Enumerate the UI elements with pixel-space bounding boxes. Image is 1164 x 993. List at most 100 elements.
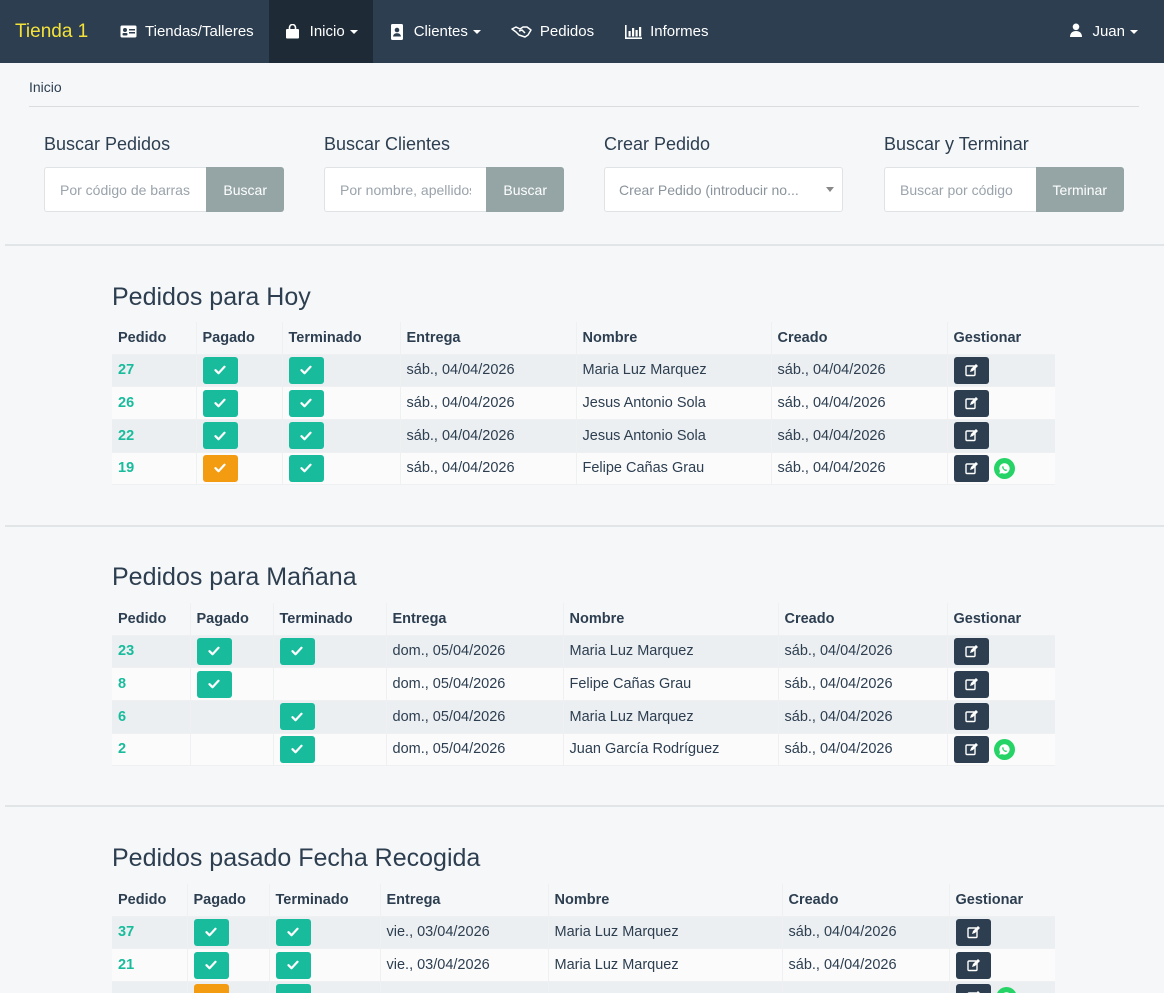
table-row: 27 sáb., 04/04/2026 Maria Luz Marquez sáb.,… xyxy=(112,353,1055,387)
order-id-link[interactable]: 6 xyxy=(118,708,127,725)
terminado-check-badge[interactable] xyxy=(279,735,315,763)
entrega-cell: vie., 03/04/2026 xyxy=(380,948,549,982)
terminado-check-badge[interactable] xyxy=(288,356,324,384)
terminado-check-badge[interactable] xyxy=(275,951,311,979)
nav-tiendas[interactable]: Tiendas/Talleres xyxy=(104,0,269,63)
terminado-check-badge[interactable] xyxy=(288,454,324,482)
user-menu[interactable]: Juan xyxy=(1060,0,1164,63)
edit-button[interactable] xyxy=(953,454,989,482)
check-icon xyxy=(291,646,303,656)
nav-pedidos[interactable]: Pedidos xyxy=(496,0,609,63)
search-clientes-button[interactable]: Buscar xyxy=(486,167,564,212)
edit-button[interactable] xyxy=(953,422,989,450)
pagado-check-badge[interactable] xyxy=(202,356,238,384)
search-pedidos-input[interactable] xyxy=(44,167,207,212)
terminado-check-badge[interactable] xyxy=(275,984,311,993)
entrega-cell: dom., 05/04/2026 xyxy=(386,732,564,767)
edit-button[interactable] xyxy=(953,356,989,384)
buscar-terminar-input[interactable] xyxy=(884,167,1036,212)
column-header[interactable]: Pagado xyxy=(190,603,274,635)
order-id-link[interactable]: 23 xyxy=(118,643,135,660)
breadcrumb[interactable]: Inicio xyxy=(29,79,62,95)
nombre-cell: Maria Luz Marquez xyxy=(563,634,779,668)
order-id-link[interactable]: 8 xyxy=(118,676,127,693)
column-header[interactable]: Pagado xyxy=(187,884,270,916)
whatsapp-icon[interactable] xyxy=(995,987,1017,993)
section-divider xyxy=(5,525,1164,527)
pagado-check-badge[interactable] xyxy=(196,637,232,665)
terminado-check-badge[interactable] xyxy=(279,703,315,731)
column-header[interactable]: Entrega xyxy=(380,884,549,916)
column-header[interactable]: Terminado xyxy=(269,884,381,916)
pagado-check-badge[interactable] xyxy=(202,389,238,417)
edit-button[interactable] xyxy=(953,735,989,763)
check-icon xyxy=(300,431,312,441)
entrega-cell: dom., 05/04/2026 xyxy=(386,634,564,668)
pagado-check-badge[interactable] xyxy=(193,951,229,979)
nav-informes[interactable]: Informes xyxy=(609,0,723,63)
edit-button[interactable] xyxy=(953,637,989,665)
edit-button[interactable] xyxy=(953,670,989,698)
brand-logo[interactable]: Tienda 1 xyxy=(15,20,89,42)
order-id-link[interactable]: 19 xyxy=(118,460,135,477)
terminado-cell xyxy=(273,732,387,767)
entrega-cell: sáb., 04/04/2026 xyxy=(400,418,577,453)
column-header[interactable]: Creado xyxy=(771,322,948,354)
nav-clientes[interactable]: Clientes xyxy=(373,0,496,63)
pagado-partial-badge[interactable] xyxy=(193,984,229,993)
orders-table-pasado: Pedido Pagado Terminado Entrega Nombre Creado… xyxy=(112,884,1055,993)
order-id-link[interactable]: 27 xyxy=(118,362,135,379)
column-header[interactable]: Nombre xyxy=(548,884,783,916)
column-header[interactable]: Gestionar xyxy=(955,891,1024,908)
pagado-partial-badge[interactable] xyxy=(202,454,238,482)
terminar-button[interactable]: Terminar xyxy=(1035,167,1124,212)
search-pedidos-button[interactable]: Buscar xyxy=(206,167,284,212)
terminado-check-badge[interactable] xyxy=(279,637,315,665)
column-header[interactable]: Pedido xyxy=(112,884,188,916)
column-header[interactable]: Creado xyxy=(782,884,950,916)
terminado-cell xyxy=(273,667,387,701)
column-header[interactable]: Pedido xyxy=(112,322,197,354)
pagado-check-badge[interactable] xyxy=(193,918,229,946)
terminado-cell xyxy=(282,386,401,420)
pagado-check-badge[interactable] xyxy=(196,670,232,698)
column-header[interactable]: Terminado xyxy=(273,603,387,635)
edit-button[interactable] xyxy=(953,389,989,417)
table-row: 22 sáb., 04/04/2026 Jesus Antonio Sola sáb.… xyxy=(112,418,1055,453)
edit-button[interactable] xyxy=(955,951,991,979)
whatsapp-icon[interactable] xyxy=(993,457,1015,479)
column-header[interactable]: Gestionar xyxy=(953,329,1022,346)
crear-pedido-select[interactable]: Crear Pedido (introducir no... xyxy=(604,167,843,212)
edit-button[interactable] xyxy=(955,918,991,946)
column-header[interactable]: Creado xyxy=(778,603,948,635)
edit-button[interactable] xyxy=(953,703,989,731)
shopping-bag-icon xyxy=(284,24,302,40)
nombre-cell: Felipe Cañas Grau xyxy=(563,667,779,701)
terminado-check-badge[interactable] xyxy=(275,918,311,946)
search-clientes-input[interactable] xyxy=(324,167,487,212)
column-header[interactable]: Nombre xyxy=(563,603,779,635)
order-id-link[interactable]: 21 xyxy=(118,957,135,974)
column-header[interactable]: Entrega xyxy=(386,603,564,635)
column-header[interactable]: Nombre xyxy=(576,322,772,354)
column-header[interactable]: Pedido xyxy=(112,603,191,635)
column-header[interactable]: Gestionar xyxy=(953,610,1022,627)
search-pedidos-block: Buscar Pedidos Buscar xyxy=(44,134,284,212)
order-id-link[interactable]: 2 xyxy=(118,741,127,758)
order-id-link[interactable]: 26 xyxy=(118,395,135,412)
check-icon xyxy=(208,679,220,689)
column-header[interactable]: Terminado xyxy=(282,322,401,354)
whatsapp-icon[interactable] xyxy=(993,738,1015,760)
pagado-cell xyxy=(190,699,274,734)
nav-inicio[interactable]: Inicio xyxy=(268,0,373,63)
gestionar-cell xyxy=(947,634,1055,668)
order-id-link[interactable]: 37 xyxy=(118,924,135,941)
terminado-check-badge[interactable] xyxy=(288,389,324,417)
column-header[interactable]: Entrega xyxy=(400,322,577,354)
pagado-check-badge[interactable] xyxy=(202,422,238,450)
order-id-cell: 22 xyxy=(112,418,197,453)
order-id-link[interactable]: 22 xyxy=(118,427,135,444)
column-header[interactable]: Pagado xyxy=(196,322,283,354)
edit-button[interactable] xyxy=(955,984,991,993)
terminado-check-badge[interactable] xyxy=(288,422,324,450)
